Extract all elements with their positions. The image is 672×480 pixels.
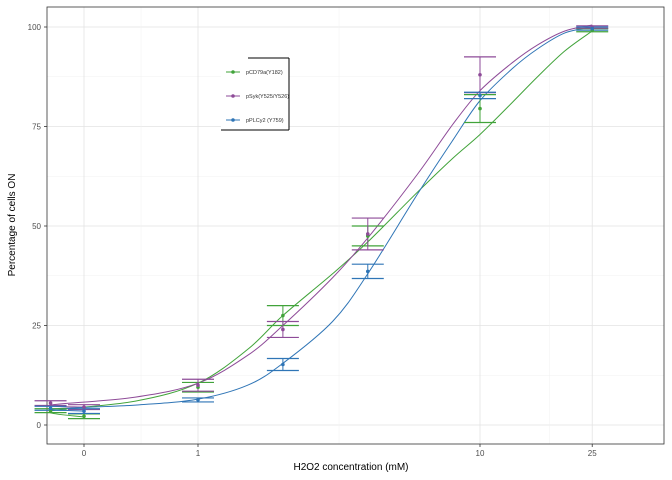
- grid: [47, 7, 664, 444]
- legend-background: [221, 58, 289, 130]
- legend-label: pCD79a(Y182): [246, 70, 283, 76]
- legend-key-point: [231, 94, 235, 98]
- y-axis-title: Percentage of cells ON: [7, 174, 18, 277]
- data-point: [82, 405, 86, 409]
- data-point: [82, 414, 86, 419]
- data-point: [478, 72, 482, 77]
- y-tick-label: 100: [28, 23, 42, 32]
- x-tick-label: 1: [196, 449, 201, 458]
- y-tick-label: 75: [32, 123, 41, 132]
- x-tick-label: 25: [588, 449, 597, 458]
- axis-ticks: 0 25 50 75 100 0 1 10 25: [28, 23, 598, 458]
- y-tick-label: 0: [37, 421, 42, 430]
- data-point: [478, 106, 482, 111]
- x-tick-label: 0: [82, 449, 87, 458]
- series-line-0: [48, 30, 593, 418]
- plot-panel-border: [46, 6, 665, 445]
- legend-key-point: [231, 70, 235, 74]
- legend: pCD79a(Y182) pSyk(Y525/Y526) pPLCy2 (Y759): [221, 57, 290, 131]
- data-point: [196, 398, 200, 402]
- legend-label: pSyk(Y525/Y526): [246, 94, 289, 100]
- data-point: [48, 401, 53, 405]
- series-line-1: [48, 24, 593, 408]
- x-axis-title: H2O2 concentration (mM): [293, 462, 408, 473]
- data-point: [281, 313, 285, 318]
- y-tick-label: 50: [32, 222, 41, 231]
- data-point: [196, 383, 200, 388]
- y-tick-label: 25: [32, 322, 41, 331]
- data-point: [365, 269, 370, 274]
- data-point: [365, 232, 370, 236]
- legend-key-point: [231, 118, 235, 122]
- data-point: [478, 93, 482, 98]
- data-points: [48, 25, 595, 419]
- data-point: [281, 362, 285, 367]
- data-point: [82, 409, 86, 413]
- data-point: [281, 327, 285, 332]
- x-tick-label: 10: [476, 449, 485, 458]
- data-point: [590, 26, 595, 31]
- legend-label: pPLCy2 (Y759): [246, 118, 284, 124]
- data-point: [48, 406, 53, 411]
